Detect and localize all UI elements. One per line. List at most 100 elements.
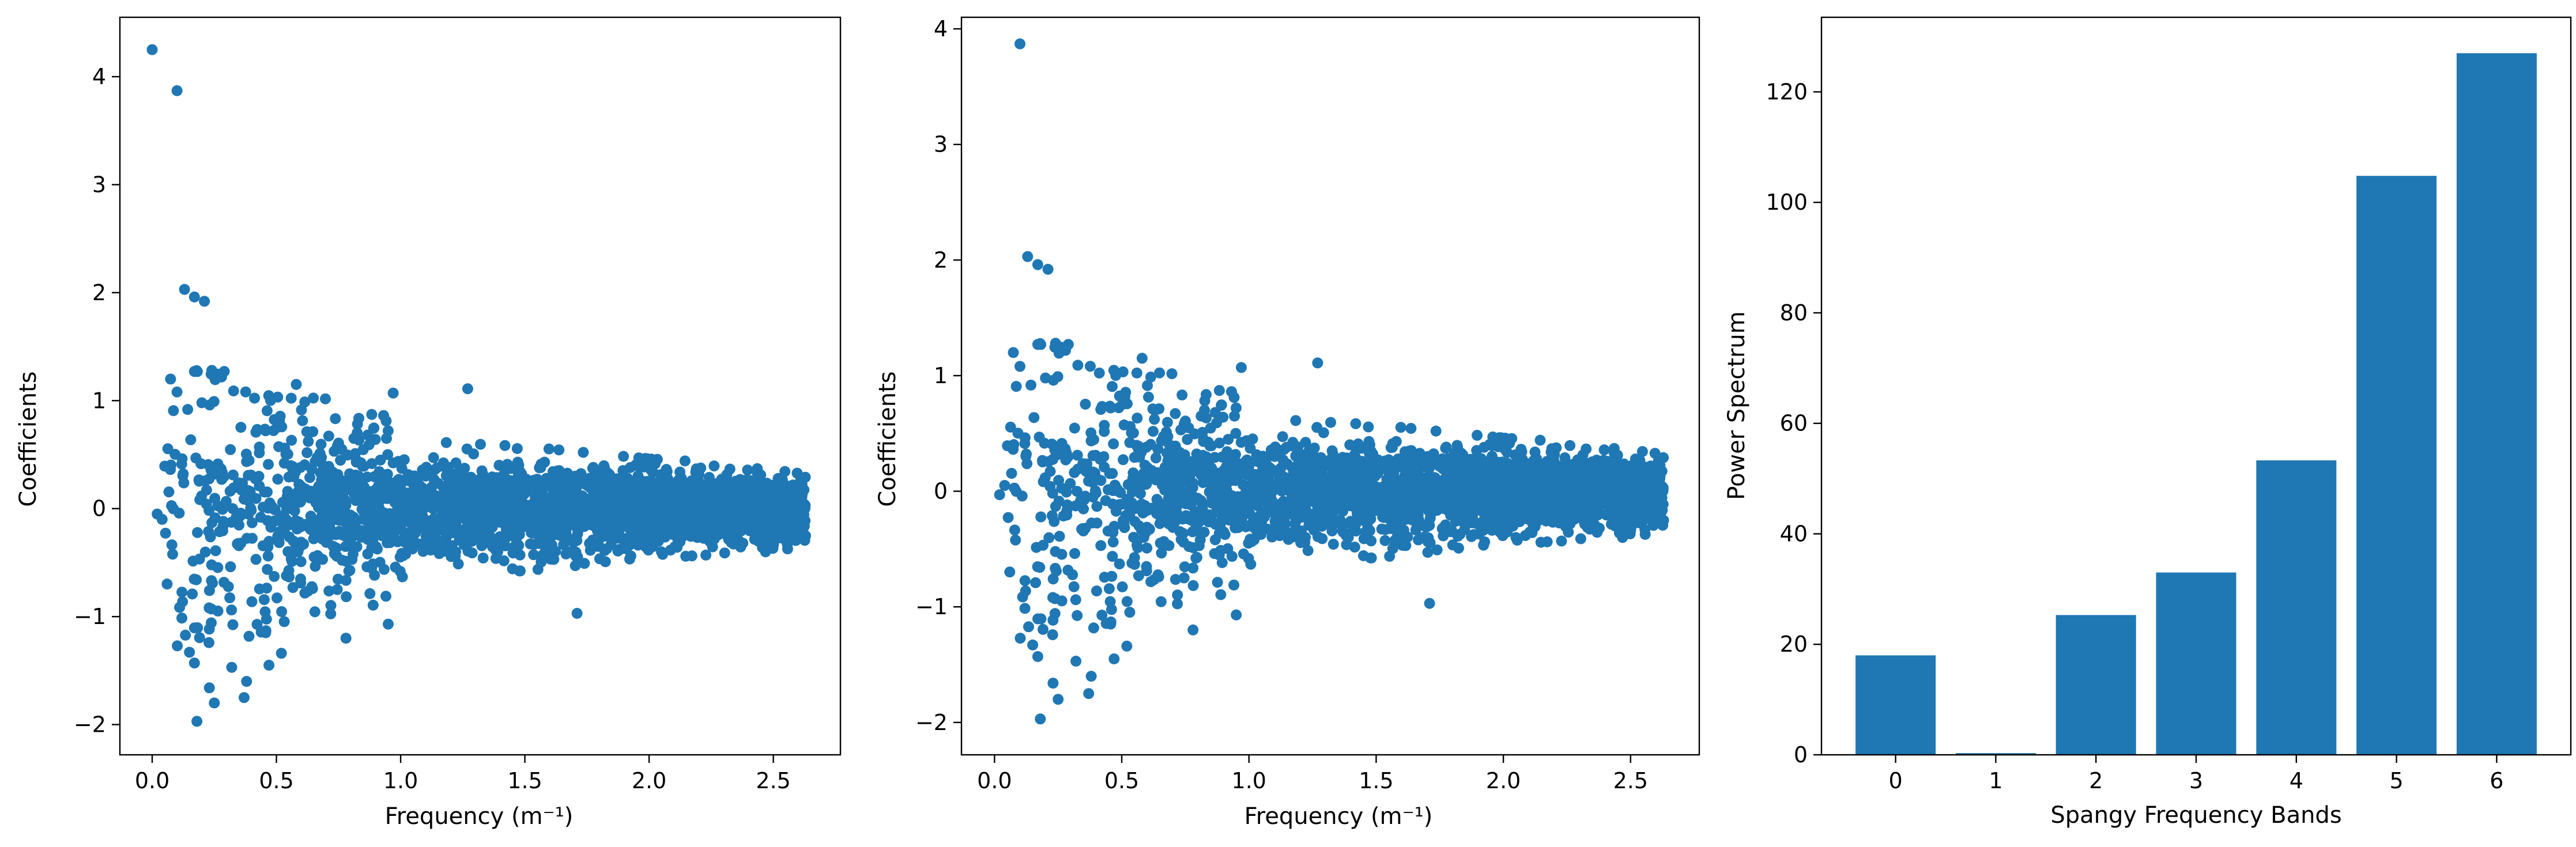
scatter-point bbox=[355, 457, 367, 468]
scatter-point bbox=[188, 622, 200, 634]
scatter-point bbox=[513, 540, 525, 551]
scatter-point bbox=[382, 537, 393, 549]
scatter-point bbox=[755, 497, 766, 509]
x-tick-label: 1.5 bbox=[507, 768, 542, 793]
scatter-point bbox=[285, 392, 297, 404]
scatter-point bbox=[647, 503, 658, 515]
scatter-point bbox=[367, 599, 379, 611]
scatter-point bbox=[262, 539, 273, 550]
scatter-point bbox=[478, 488, 490, 500]
y-tick-label: −2 bbox=[74, 712, 106, 738]
scatter-point bbox=[325, 600, 337, 611]
scatter-point bbox=[295, 573, 306, 585]
scatter-point bbox=[1379, 524, 1391, 535]
scatter-point bbox=[177, 596, 188, 607]
scatter-point bbox=[219, 517, 231, 528]
scatter-point bbox=[459, 463, 470, 474]
scatter-point bbox=[1269, 516, 1281, 527]
scatter-point bbox=[497, 538, 508, 549]
scatter-point bbox=[262, 550, 274, 562]
scatter-point bbox=[326, 525, 337, 536]
scatter-point bbox=[1395, 422, 1406, 433]
scatter-point bbox=[174, 508, 185, 519]
x-tick-label: 2.5 bbox=[756, 768, 790, 793]
scatter-point bbox=[536, 528, 548, 539]
scatter-point bbox=[317, 459, 329, 471]
scatter-point bbox=[1061, 486, 1072, 498]
scatter-point bbox=[305, 511, 316, 522]
scatter-point bbox=[510, 506, 522, 518]
scatter-point bbox=[1238, 548, 1249, 559]
scatter-point bbox=[240, 386, 251, 398]
scatter-point bbox=[187, 588, 198, 600]
scatter-point bbox=[387, 457, 399, 468]
scatter-point bbox=[462, 383, 473, 395]
scatter-point bbox=[241, 676, 252, 687]
scatter-point bbox=[579, 558, 590, 569]
scatter-point bbox=[337, 488, 349, 500]
scatter-point bbox=[265, 395, 276, 406]
scatter-point bbox=[490, 553, 501, 564]
scatter-point bbox=[194, 632, 205, 644]
scatter-point bbox=[262, 486, 273, 498]
scatter-point bbox=[261, 405, 273, 417]
scatter-point bbox=[373, 506, 384, 517]
scatter-point bbox=[701, 530, 712, 541]
scatter-point bbox=[397, 571, 408, 583]
scatter-point bbox=[293, 517, 304, 529]
scatter-point bbox=[617, 465, 629, 477]
scatter-panel-middle: Frequency (m⁻¹) Coefficients −2−1012340.… bbox=[874, 16, 1700, 830]
scatter-point bbox=[191, 716, 203, 727]
scatter-point bbox=[734, 538, 746, 550]
scatter-point bbox=[443, 543, 454, 554]
scatter-point bbox=[662, 489, 674, 500]
scatter-point bbox=[620, 543, 631, 554]
scatter-point bbox=[553, 444, 565, 456]
scatter-point bbox=[512, 456, 523, 468]
scatter-point bbox=[1450, 452, 1461, 463]
scatter-point bbox=[330, 413, 341, 425]
scatter-point bbox=[1121, 498, 1132, 510]
scatter-point bbox=[440, 437, 452, 448]
scatter-point bbox=[1431, 544, 1443, 555]
scatter-points bbox=[994, 38, 1669, 725]
scatter-point bbox=[209, 697, 220, 709]
scatter-point bbox=[341, 591, 352, 603]
scatter-point bbox=[163, 486, 175, 498]
scatter-point bbox=[308, 526, 319, 538]
scatter-point bbox=[287, 464, 299, 476]
y-axis-label: Coefficients bbox=[15, 371, 42, 506]
scatter-point bbox=[1290, 450, 1302, 462]
scatter-point bbox=[262, 515, 273, 526]
scatter-point bbox=[629, 531, 641, 542]
scatter-point bbox=[287, 582, 299, 593]
scatter-point bbox=[1118, 454, 1129, 466]
scatter-point bbox=[722, 480, 733, 491]
scatter-point bbox=[421, 467, 433, 479]
scatter-point bbox=[776, 532, 788, 544]
x-tick-label: 0.0 bbox=[135, 768, 169, 793]
scatter-point bbox=[598, 460, 610, 471]
scatter-point bbox=[308, 392, 319, 404]
scatter-point bbox=[323, 585, 335, 597]
scatter-point bbox=[639, 453, 651, 464]
scatter-point bbox=[187, 555, 199, 567]
scatter-point bbox=[684, 502, 696, 513]
scatter-point bbox=[476, 540, 488, 551]
scatter-point bbox=[452, 510, 463, 521]
scatter-point bbox=[618, 451, 629, 462]
scatter-point bbox=[1402, 531, 1413, 543]
scatter-point bbox=[224, 486, 236, 497]
scatter-point bbox=[1349, 542, 1360, 553]
scatter-point bbox=[168, 405, 179, 417]
scatter-point bbox=[380, 591, 391, 602]
scatter-point bbox=[521, 474, 532, 485]
scatter-point bbox=[548, 529, 560, 540]
scatter-point bbox=[437, 457, 449, 468]
scatter-point bbox=[1379, 535, 1391, 546]
x-tick-label: 2.0 bbox=[632, 768, 666, 793]
scatter-point bbox=[1091, 585, 1102, 597]
scatter-point bbox=[358, 529, 369, 540]
scatter-point bbox=[700, 482, 712, 493]
scatter-point bbox=[1098, 451, 1110, 462]
